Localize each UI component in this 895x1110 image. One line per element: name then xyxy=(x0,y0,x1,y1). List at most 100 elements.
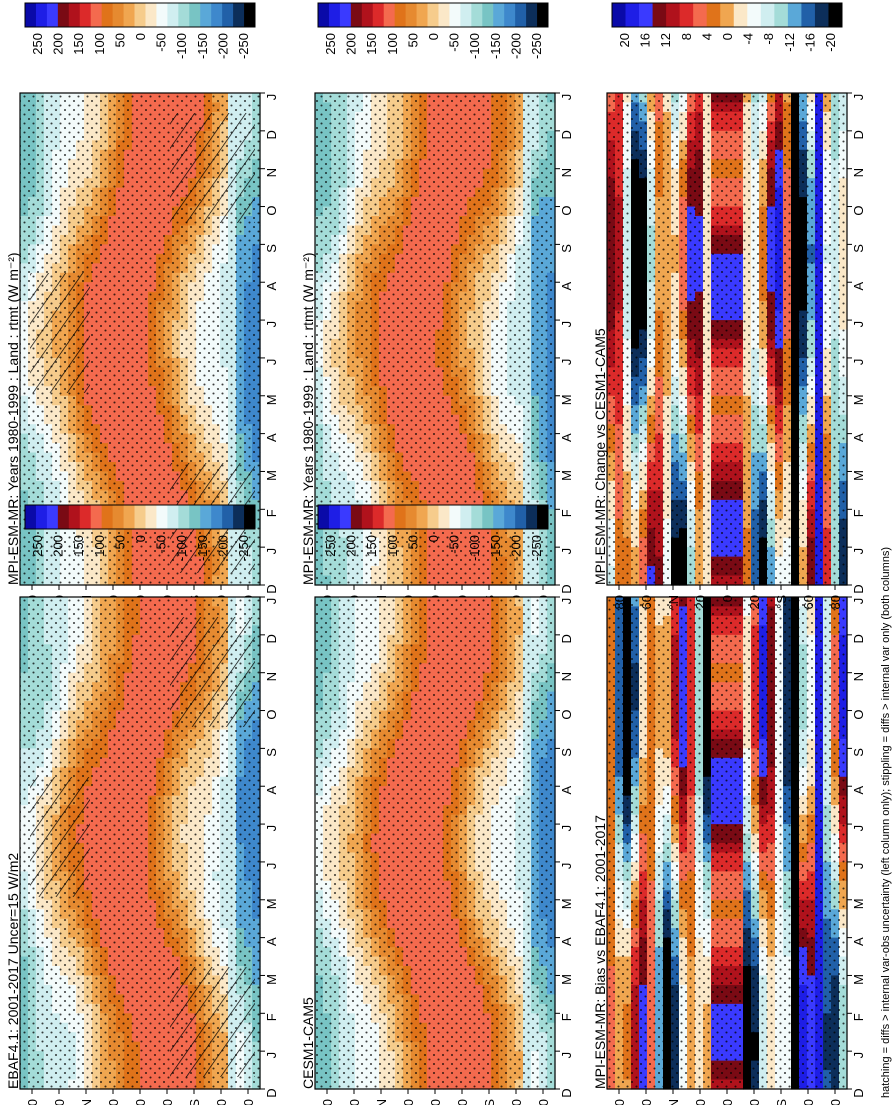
colorbar-swatch xyxy=(417,3,428,27)
colorbar-swatch xyxy=(362,3,373,27)
colorbar-swatch xyxy=(25,3,36,27)
month-tick-label: D xyxy=(264,584,279,593)
month-tick-label: S xyxy=(264,244,279,253)
month-tick-label: M xyxy=(264,898,279,909)
colorbar-swatch xyxy=(135,505,146,529)
lat-tick-label: 60 xyxy=(52,1099,67,1105)
colorbar-swatch xyxy=(189,505,200,529)
colorbar-swatch xyxy=(406,3,417,27)
month-tick-label: A xyxy=(264,786,279,795)
month-tick-label: D xyxy=(559,584,574,593)
month-tick-label: D xyxy=(264,1088,279,1097)
colorbar-swatch xyxy=(178,505,189,529)
colorbar-label: -150 xyxy=(195,33,210,59)
colorbar-label: 150 xyxy=(71,33,86,55)
colorbar-swatch xyxy=(102,505,113,529)
colorbar-swatch xyxy=(504,3,515,27)
colorbar-label: -100 xyxy=(174,33,189,59)
colorbar-label: 250 xyxy=(30,535,45,557)
month-tick-label: J xyxy=(264,863,279,870)
colorbar-label: -150 xyxy=(195,535,210,561)
lat-tick-label: 20 xyxy=(160,1099,175,1105)
colorbar-swatch xyxy=(233,505,244,529)
month-tick-label: A xyxy=(264,282,279,291)
colorbar-swatch xyxy=(537,3,548,27)
month-tick-label: M xyxy=(264,470,279,481)
colorbar-label: -50 xyxy=(154,535,169,554)
colorbar-swatch xyxy=(156,3,167,27)
month-tick-label: D xyxy=(264,130,279,139)
footer-note: hatching = diffs > internal var-obs unce… xyxy=(880,547,892,1098)
colorbar-label: 100 xyxy=(92,535,107,557)
lat-tick-label: 80 xyxy=(25,1099,40,1105)
colorbar-swatch xyxy=(25,505,36,529)
colorbar-swatch xyxy=(80,3,91,27)
colorbar-swatch xyxy=(167,505,178,529)
month-tick-label: N xyxy=(264,672,279,681)
colorbar-label: 0 xyxy=(133,33,148,40)
colorbar-swatch xyxy=(471,3,482,27)
month-tick-label: S xyxy=(264,748,279,757)
colorbar-swatch xyxy=(373,3,384,27)
month-tick-label: J xyxy=(559,94,574,101)
colorbar-label: -50 xyxy=(154,33,169,52)
colorbar-swatch xyxy=(36,3,47,27)
month-tick-label: J xyxy=(264,548,279,555)
colorbar-swatch xyxy=(493,3,504,27)
colorbar-swatch xyxy=(145,505,156,529)
colorbar-swatch xyxy=(351,3,362,27)
month-tick-label: N xyxy=(559,168,574,177)
colorbar-label: -250 xyxy=(236,535,251,561)
lat-tick-label: °N xyxy=(79,1099,94,1105)
hatching-overlay xyxy=(30,273,90,393)
colorbar-swatch xyxy=(222,505,233,529)
colorbar-swatch xyxy=(189,3,200,27)
colorbar-swatch xyxy=(91,505,102,529)
month-tick-label: D xyxy=(559,130,574,139)
colorbar-swatch xyxy=(178,3,189,27)
panel-obs-left: DJFMAMJJASONDJ8060°N20020°S6080EBAF4.1: … xyxy=(5,505,279,1105)
colorbar-swatch xyxy=(526,3,537,27)
colorbar-swatch xyxy=(135,3,146,27)
panel-obs-right: DJFMAMJJASONDJ8060°N20020°S6080CESM1-CAM… xyxy=(300,505,574,1105)
colorbar-swatch xyxy=(58,3,69,27)
colorbar-swatch xyxy=(244,505,255,529)
colorbar-label: 50 xyxy=(112,33,127,47)
month-tick-label: N xyxy=(264,168,279,177)
colorbar-swatch xyxy=(167,3,178,27)
colorbar-label: 200 xyxy=(344,33,359,55)
lat-tick-label: 60 xyxy=(214,1099,229,1105)
colorbar-label: -50 xyxy=(447,33,462,52)
colorbar-label: 50 xyxy=(405,33,420,47)
colorbar-swatch xyxy=(156,505,167,529)
colorbar-swatch xyxy=(395,3,406,27)
colorbar-label: 200 xyxy=(51,33,66,55)
colorbar-swatch xyxy=(318,3,329,27)
colorbar-swatch xyxy=(428,3,439,27)
footer-note-group: hatching = diffs > internal var-obs unce… xyxy=(880,547,892,1098)
colorbar-swatch xyxy=(47,505,58,529)
lat-tick-label: °S xyxy=(187,1099,202,1105)
lat-tick-label: 80 xyxy=(241,1099,256,1105)
colorbar-swatch xyxy=(233,3,244,27)
colorbar-label: -250 xyxy=(529,33,544,59)
month-tick-label: F xyxy=(559,509,574,517)
month-tick-label: J xyxy=(264,598,279,605)
month-tick-label: J xyxy=(559,548,574,555)
colorbar-swatch xyxy=(244,3,255,27)
colorbar-swatch xyxy=(58,505,69,529)
colorbar-swatch xyxy=(222,3,233,27)
colorbar-swatch xyxy=(113,3,124,27)
month-tick-label: O xyxy=(264,709,279,719)
hatching-overlay xyxy=(170,967,255,1077)
month-tick-label: O xyxy=(264,205,279,215)
month-tick-label: M xyxy=(264,394,279,405)
colorbar-label: -200 xyxy=(215,535,230,561)
month-tick-label: J xyxy=(264,94,279,101)
month-tick-label: J xyxy=(264,321,279,328)
colorbar-label: 100 xyxy=(92,33,107,55)
colorbar-label: 150 xyxy=(364,33,379,55)
colorbar-swatch xyxy=(211,505,222,529)
hatching-overlay xyxy=(30,777,90,897)
colorbar-label: -200 xyxy=(508,33,523,59)
